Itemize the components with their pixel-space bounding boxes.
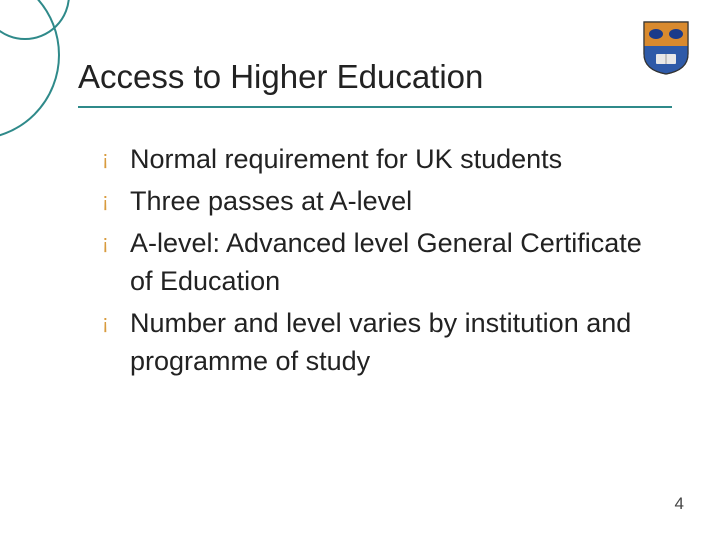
bullet-icon: ¡ — [102, 182, 130, 220]
bullet-icon: ¡ — [102, 224, 130, 262]
list-item: ¡ Normal requirement for UK students — [102, 140, 662, 178]
bullet-text: Number and level varies by institution a… — [130, 304, 662, 380]
bullet-icon: ¡ — [102, 304, 130, 342]
slide-title: Access to Higher Education — [78, 58, 483, 96]
bullet-text: Normal requirement for UK students — [130, 140, 562, 178]
page-number: 4 — [675, 494, 684, 514]
list-item: ¡ Three passes at A-level — [102, 182, 662, 220]
crest-logo — [642, 20, 690, 76]
bullet-list: ¡ Normal requirement for UK students ¡ T… — [102, 140, 662, 384]
bullet-icon: ¡ — [102, 140, 130, 178]
decor-circle-small — [0, 0, 70, 40]
bullet-text: A-level: Advanced level General Certific… — [130, 224, 662, 300]
list-item: ¡ Number and level varies by institution… — [102, 304, 662, 380]
bullet-text: Three passes at A-level — [130, 182, 412, 220]
list-item: ¡ A-level: Advanced level General Certif… — [102, 224, 662, 300]
title-underline — [78, 106, 672, 108]
